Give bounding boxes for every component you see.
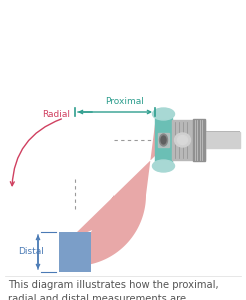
Ellipse shape: [153, 108, 174, 120]
Bar: [205, 131, 240, 149]
Ellipse shape: [174, 133, 190, 147]
Bar: [158, 133, 169, 147]
Text: Distal: Distal: [18, 248, 44, 256]
Bar: [193, 119, 205, 161]
Polygon shape: [59, 124, 155, 266]
Text: This diagram illustrates how the proximal,
radial and distal measurements are
de: This diagram illustrates how the proxima…: [8, 280, 219, 300]
Text: Radial: Radial: [42, 110, 70, 119]
Text: Proximal: Proximal: [106, 97, 144, 106]
Bar: [172, 120, 205, 160]
Ellipse shape: [153, 160, 174, 172]
Bar: [155, 118, 172, 162]
Polygon shape: [59, 232, 91, 272]
Bar: [205, 132, 240, 148]
Ellipse shape: [161, 136, 166, 144]
Ellipse shape: [159, 134, 168, 146]
Ellipse shape: [178, 136, 187, 145]
